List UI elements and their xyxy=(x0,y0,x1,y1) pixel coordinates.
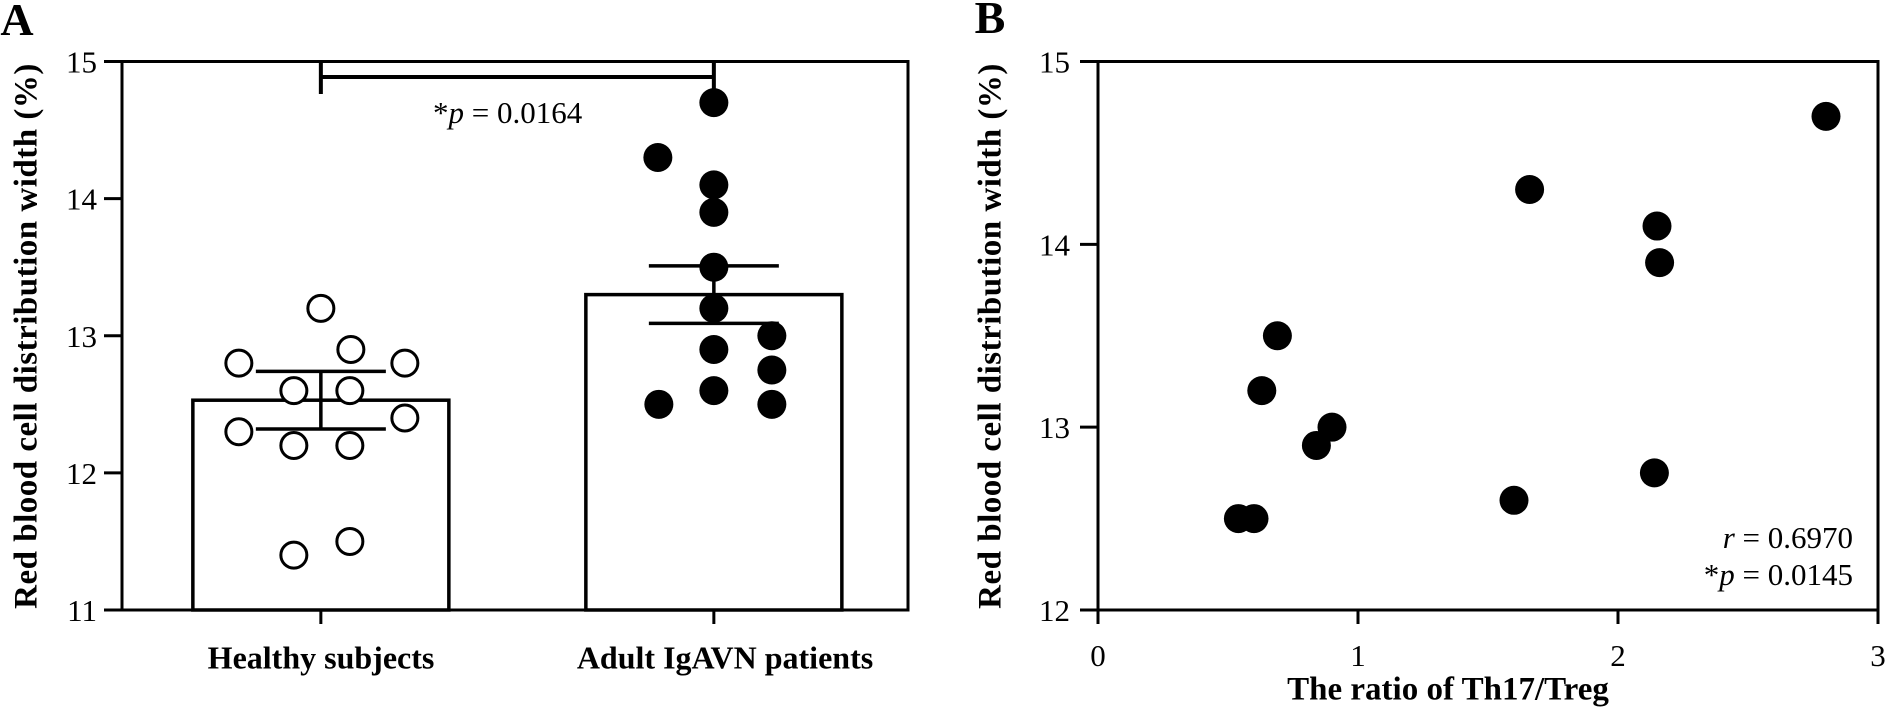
scatter-point xyxy=(1317,412,1347,442)
panel-b-x-tick-label: 1 xyxy=(1350,638,1366,673)
panel-b-x-axis-title: The ratio of Th17/Treg xyxy=(1287,671,1609,708)
category-label-healthy-subjects: Healthy subjects xyxy=(207,639,435,676)
data-point-open xyxy=(335,430,365,460)
panel-a-y-tick-label: 15 xyxy=(66,45,97,80)
panel-a-y-tick-label: 14 xyxy=(66,182,98,217)
scatter-point xyxy=(1499,485,1529,515)
panel-b-x-tick-label: 2 xyxy=(1610,638,1626,673)
scatter-point xyxy=(1645,248,1675,278)
data-point-open xyxy=(279,376,309,406)
panel-b-y-tick-label: 12 xyxy=(1039,593,1070,628)
scatter-point xyxy=(1239,504,1269,534)
data-point-open xyxy=(224,348,254,378)
data-point-filled xyxy=(643,142,673,172)
scatter-point xyxy=(1247,376,1277,406)
scatter-point xyxy=(1642,211,1672,241)
data-point-filled xyxy=(699,334,729,364)
significance-bracket xyxy=(318,61,716,94)
data-point-open xyxy=(335,376,365,406)
scatter-point xyxy=(1639,458,1669,488)
data-point-open xyxy=(336,334,366,364)
data-point-filled xyxy=(699,197,729,227)
p-value: = 0.0145 xyxy=(1734,557,1853,592)
data-point-filled xyxy=(699,252,729,282)
data-point-filled xyxy=(699,88,729,118)
r-symbol: r xyxy=(1722,520,1735,555)
correlation-text: r = 0.6970 xyxy=(1704,519,1853,556)
data-point-filled xyxy=(699,170,729,200)
panel-b-y-axis-title: Red blood cell distribution width (%) xyxy=(972,63,1009,609)
p-symbol: p xyxy=(1719,557,1735,592)
data-point-open xyxy=(390,403,420,433)
data-point-open xyxy=(224,417,254,447)
data-point-filled xyxy=(699,293,729,323)
significance-symbol: p xyxy=(448,95,465,130)
panel-a-significance-text: *p = 0.0164 xyxy=(433,95,582,131)
panel-b-y-tick-label: 13 xyxy=(1039,410,1070,445)
data-point-open xyxy=(390,348,420,378)
panel-a-y-axis-title: Red blood cell distribution width (%) xyxy=(8,63,45,609)
panel-a-y-tick-label: 12 xyxy=(66,456,97,491)
r-value: = 0.6970 xyxy=(1734,520,1853,555)
data-point-open xyxy=(279,430,309,460)
data-point-filled xyxy=(699,376,729,406)
data-point-open xyxy=(279,540,309,570)
pvalue-text: *p = 0.0145 xyxy=(1704,556,1853,593)
scatter-point xyxy=(1515,174,1545,204)
significance-value: = 0.0164 xyxy=(464,95,583,130)
significance-star: * xyxy=(433,95,449,130)
panel-b-y-tick-label: 15 xyxy=(1039,45,1070,80)
data-point-filled xyxy=(757,389,787,419)
panel-b-x-tick-label: 0 xyxy=(1090,638,1106,673)
data-point-filled xyxy=(644,389,674,419)
data-point-open xyxy=(306,293,336,323)
data-point-open xyxy=(335,526,365,556)
category-label-adult-igavn-patients: Adult IgAVN patients xyxy=(576,639,874,676)
scatter-point xyxy=(1811,101,1841,131)
data-point-filled xyxy=(757,321,787,351)
panel-a-letter: A xyxy=(0,0,34,45)
panel-b-letter: B xyxy=(974,0,1006,43)
p-star: * xyxy=(1703,557,1720,592)
scatter-point xyxy=(1262,321,1292,351)
panel-b-frame xyxy=(1096,60,1880,612)
panel-b-y-tick-label: 14 xyxy=(1039,227,1071,262)
panel-b-x-tick-label: 3 xyxy=(1870,638,1886,673)
panel-a-y-tick-label: 13 xyxy=(66,319,97,354)
data-point-filled xyxy=(757,355,787,385)
panel-a-y-tick-label: 11 xyxy=(67,593,97,628)
panel-b-stats: r = 0.6970 *p = 0.0145 xyxy=(1704,519,1853,593)
